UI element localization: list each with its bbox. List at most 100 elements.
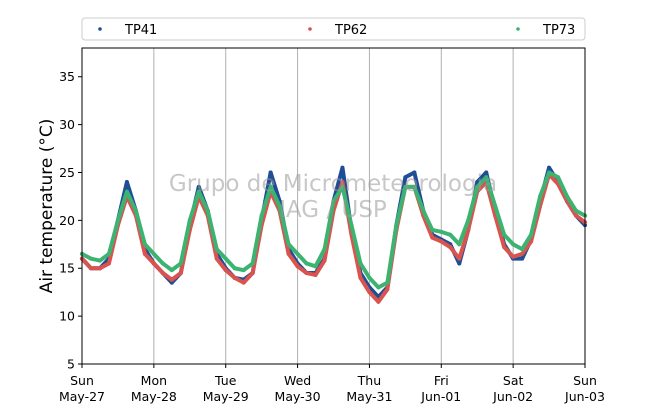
data-point	[574, 213, 579, 218]
data-point	[313, 272, 318, 277]
grid	[153, 48, 514, 364]
x-tick-date: May-29	[203, 389, 249, 404]
data-point	[340, 180, 345, 185]
data-point	[169, 280, 174, 285]
x-tick-date: Jun-03	[564, 389, 605, 404]
data-point	[421, 208, 426, 213]
legend-marker	[98, 27, 102, 31]
data-point	[115, 218, 120, 223]
data-point	[205, 208, 210, 213]
data-point	[169, 268, 174, 273]
data-point	[88, 266, 93, 271]
data-point	[142, 242, 147, 247]
data-point	[520, 251, 525, 256]
y-tick-label: 5	[67, 357, 75, 372]
data-point	[385, 287, 390, 292]
data-point	[457, 261, 462, 266]
data-point	[403, 184, 408, 189]
data-point	[340, 184, 345, 189]
data-point	[169, 277, 174, 282]
data-point	[547, 165, 552, 170]
data-point	[304, 271, 309, 276]
legend-marker	[516, 27, 520, 31]
data-point	[322, 247, 327, 252]
data-point	[97, 266, 102, 271]
y-tick-label: 15	[59, 261, 75, 276]
data-point	[241, 280, 246, 285]
legend-label: TP73	[542, 23, 575, 38]
data-point	[439, 239, 444, 244]
data-point	[97, 258, 102, 263]
data-point	[565, 194, 570, 199]
data-point	[304, 261, 309, 266]
data-point	[547, 170, 552, 175]
legend: TP41 TP62 TP73	[81, 17, 586, 41]
x-tick-day: Fri	[434, 373, 449, 388]
data-point	[430, 235, 435, 240]
data-point	[349, 223, 354, 228]
data-point	[187, 218, 192, 223]
x-tick-label: Fri Jun-01	[420, 373, 461, 404]
x-tick-day: Mon	[141, 373, 167, 388]
data-point	[529, 232, 534, 237]
data-point	[367, 290, 372, 295]
data-point	[277, 204, 282, 208]
data-point	[412, 170, 417, 175]
data-point	[340, 165, 345, 170]
data-point	[484, 170, 489, 175]
legend-label: TP41	[124, 23, 157, 38]
data-point	[439, 229, 444, 234]
data-point	[133, 208, 138, 213]
data-point	[151, 251, 156, 256]
x-tick-label: Wed May-30	[275, 373, 321, 404]
data-point	[376, 285, 381, 290]
data-point	[196, 184, 201, 189]
data-point	[394, 223, 399, 228]
data-point	[124, 189, 129, 194]
x-tick-date: Jun-01	[420, 389, 461, 404]
data-point	[448, 245, 453, 250]
data-point	[232, 266, 237, 271]
data-point	[412, 184, 417, 189]
x-tick-day: Sun	[573, 373, 597, 388]
y-tick-label: 30	[59, 117, 75, 132]
data-point	[268, 184, 273, 189]
data-point	[286, 251, 291, 256]
data-point	[502, 232, 507, 237]
data-point	[466, 227, 471, 232]
x-tick-date: May-28	[131, 389, 177, 404]
data-point	[430, 227, 435, 232]
legend-marker	[308, 27, 312, 31]
data-point	[331, 199, 336, 204]
y-tick-label: 20	[59, 213, 75, 228]
x-tick-label: Sat Jun-02	[492, 373, 533, 404]
data-point	[214, 247, 219, 252]
data-point	[160, 261, 165, 266]
data-point	[160, 271, 165, 276]
data-point	[313, 264, 318, 269]
data-point	[538, 194, 543, 199]
x-tick-date: May-30	[275, 389, 321, 404]
series-tp73	[80, 170, 587, 290]
y-axis-label: Air temperature (°C)	[37, 119, 57, 294]
data-point	[250, 271, 255, 276]
data-point	[466, 218, 471, 223]
data-point	[106, 251, 111, 256]
x-tick-day: Thu	[357, 373, 381, 388]
legend-frame	[81, 17, 586, 41]
data-point	[457, 242, 462, 247]
data-point	[151, 261, 156, 266]
data-point	[376, 299, 381, 304]
data-point	[475, 184, 480, 189]
data-point	[457, 256, 462, 261]
data-point	[574, 208, 579, 213]
data-point	[484, 175, 489, 180]
x-tick-date: May-27	[59, 389, 105, 404]
y-tick-label: 10	[59, 309, 75, 324]
data-point	[520, 247, 525, 252]
data-point	[124, 180, 129, 185]
data-point	[286, 242, 291, 247]
data-point	[448, 232, 453, 237]
